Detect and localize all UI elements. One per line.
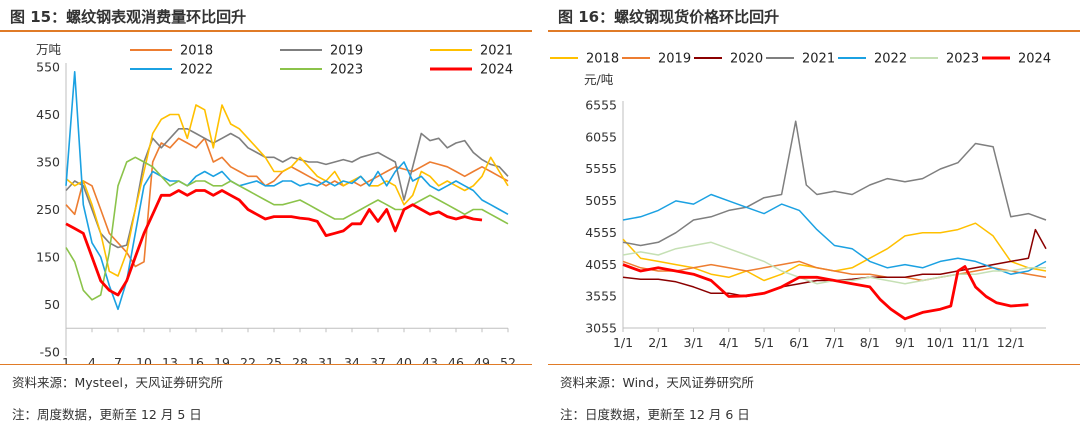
bottom-divider [0, 364, 532, 365]
x-tick-label: 6/1 [789, 335, 809, 350]
series-line-2022 [65, 70, 509, 311]
y-tick-label: 250 [36, 202, 60, 217]
title-divider [0, 30, 532, 32]
y-tick-label: 50 [44, 297, 60, 312]
y-tick-label: 5555 [585, 161, 617, 176]
y-tick-label: 4555 [585, 225, 617, 240]
x-tick-label: 10/1 [926, 335, 954, 350]
chart-price: 2018 2019 2020 2021 2022 2023 2024 元/吨 3055 3555 4… [550, 52, 1051, 350]
legend-label: 2018 [586, 52, 619, 67]
y-tick-label: 450 [36, 107, 60, 122]
x-tick-label: 11/1 [961, 335, 989, 350]
series-line-2020 [622, 228, 1047, 298]
unit-label: 万吨 [36, 42, 62, 57]
y-tick-label: 4055 [585, 257, 617, 272]
series-line-2019 [65, 128, 509, 249]
source-note: 资料来源：Mysteel，天风证券研究所 [12, 375, 223, 390]
source-note: 资料来源：Wind，天风证券研究所 [560, 375, 754, 390]
y-tick-label: 350 [36, 155, 60, 170]
x-tick-label: 34 [344, 355, 360, 364]
legend-label: 2021 [802, 52, 835, 67]
footnote: 注：周度数据，更新至 12 月 5 日 [12, 407, 202, 422]
x-tick-label: 28 [292, 355, 308, 364]
title-divider [548, 30, 1080, 32]
y-tick-label: 3055 [585, 321, 617, 336]
x-tick-label: 49 [474, 355, 490, 364]
series-line-2021 [65, 104, 509, 277]
x-tick-label: 1/1 [613, 335, 633, 350]
legend-label: 2022 [874, 52, 907, 67]
bottom-divider [548, 364, 1080, 365]
x-tick-label: 19 [214, 355, 230, 364]
y-tick-label: 5055 [585, 193, 617, 208]
x-tick-label: 43 [422, 355, 438, 364]
x-tick-label: 13 [162, 355, 178, 364]
series-line-2023 [65, 156, 509, 301]
x-tick-label: 10 [136, 355, 152, 364]
y-tick-label: 3555 [585, 289, 617, 304]
y-tick-label: 6555 [585, 98, 617, 113]
legend-label: 2023 [330, 63, 363, 78]
x-tick-label: 9/1 [895, 335, 915, 350]
y-tick-label: 150 [36, 250, 60, 265]
legend-label: 2021 [480, 44, 513, 59]
x-tick-label: 25 [266, 355, 282, 364]
x-tick-label: 7/1 [824, 335, 844, 350]
panel-figure-15: 图 15：螺纹钢表观消费量环比回升 2018 2019 2021 2022 2023 20… [0, 0, 532, 425]
figure-title: 图 16：螺纹钢现货价格环比回升 [558, 8, 780, 26]
y-tick-label: 6055 [585, 129, 617, 144]
legend-label: 2018 [180, 44, 213, 59]
series-line-2019 [622, 260, 1047, 282]
x-tick-label: 3/1 [683, 335, 703, 350]
legend-label: 2024 [480, 63, 513, 78]
y-tick-label: 550 [36, 60, 60, 75]
x-tick-label: 46 [448, 355, 464, 364]
x-tick-label: 40 [396, 355, 412, 364]
x-tick-label: 31 [318, 355, 334, 364]
x-tick-label: 2/1 [648, 335, 668, 350]
legend-label: 2020 [730, 52, 763, 67]
series-line-2022 [622, 193, 1047, 275]
x-tick-label: 22 [240, 355, 256, 364]
x-tick-label: 1 [62, 355, 70, 364]
x-tick-label: 8/1 [860, 335, 880, 350]
unit-label: 元/吨 [584, 72, 614, 87]
x-tick-label: 12/1 [997, 335, 1025, 350]
x-tick-label: 37 [370, 355, 386, 364]
series-line-2024 [622, 263, 1029, 321]
x-tick-label: 7 [114, 355, 122, 364]
legend-label: 2024 [1018, 52, 1051, 67]
x-tick-label: 4/1 [719, 335, 739, 350]
x-tick-label: 4 [88, 355, 96, 364]
panel-figure-16: 图 16：螺纹钢现货价格环比回升 2018 2019 2020 2021 2022 202… [548, 0, 1080, 425]
legend-label: 2022 [180, 63, 213, 78]
figure-title: 图 15：螺纹钢表观消费量环比回升 [10, 8, 247, 26]
series-line-2024 [65, 189, 483, 297]
legend-label: 2019 [658, 52, 691, 67]
series-line-2023 [622, 241, 1046, 285]
legend-label: 2019 [330, 44, 363, 59]
legend-label: 2023 [946, 52, 979, 67]
y-tick-label: -50 [40, 345, 60, 360]
series-line-2021 [622, 120, 1047, 247]
chart-consumption: 2018 2019 2021 2022 2023 2024 万吨 -50 50 150 250 350… [36, 42, 516, 364]
x-tick-label: 5/1 [754, 335, 774, 350]
footnote: 注：日度数据，更新至 12 月 6 日 [560, 407, 750, 422]
x-tick-label: 16 [188, 355, 204, 364]
x-tick-label: 52 [500, 355, 516, 364]
